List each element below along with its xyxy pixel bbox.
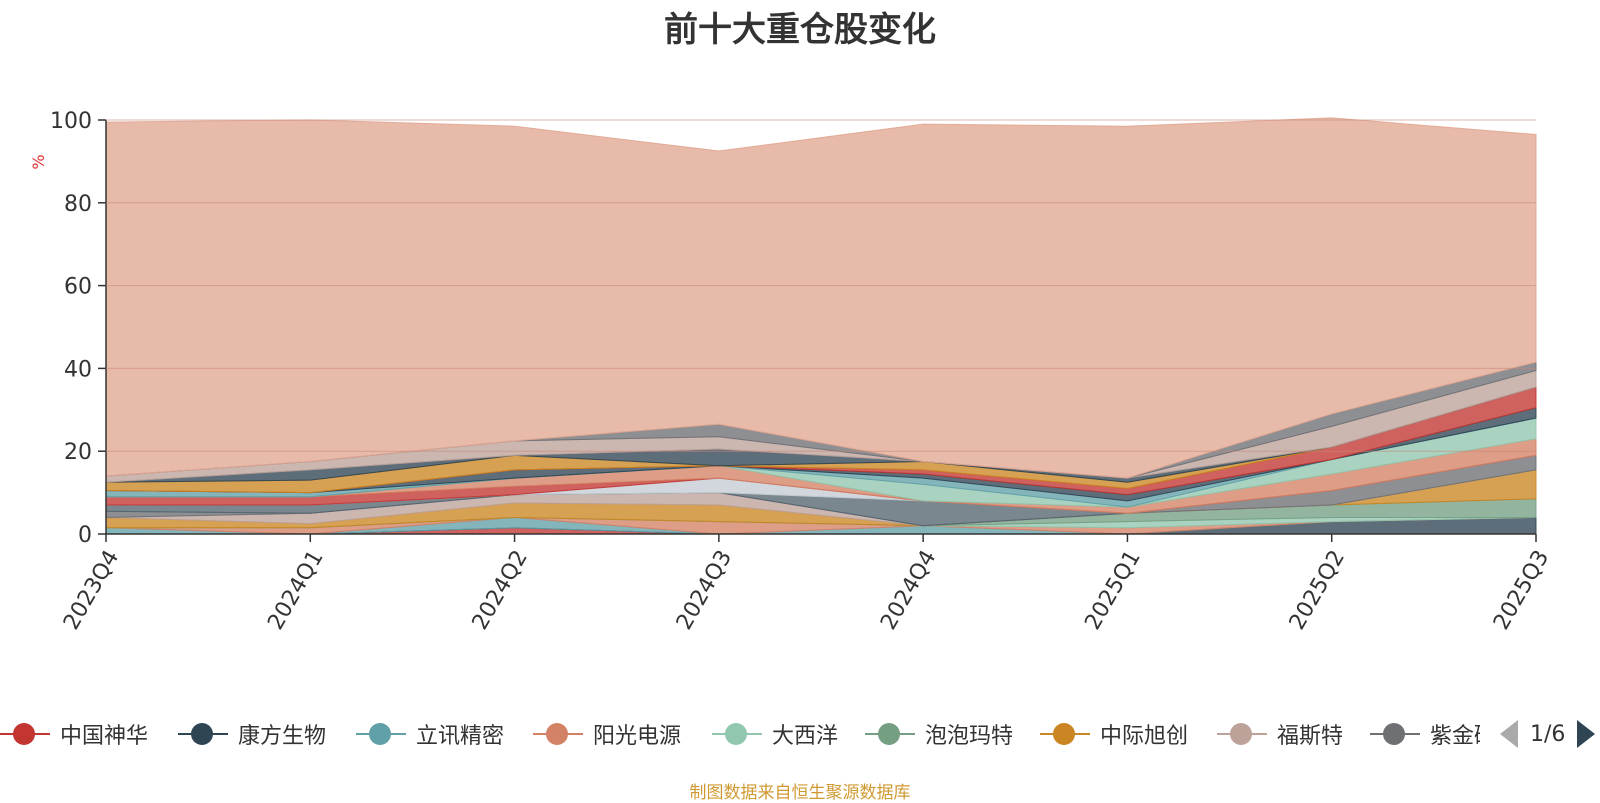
legend-marker-icon xyxy=(356,722,406,746)
legend-label: 立讯精密 xyxy=(416,724,505,749)
y-tick-label: 0 xyxy=(78,523,92,548)
legend-label: 康方生物 xyxy=(238,724,327,749)
legend-label: 阳光电源 xyxy=(593,724,682,749)
grid-lines xyxy=(106,119,1536,452)
legend-pager: 1/6 xyxy=(1500,716,1596,752)
x-tick-label: 2023Q4 xyxy=(59,546,124,634)
legend-label: 中际旭创 xyxy=(1100,724,1189,749)
area-series-22 xyxy=(105,117,1537,479)
legend-label: 中国神华 xyxy=(60,724,149,749)
x-tick-label: 2024Q2 xyxy=(468,546,533,634)
legend-marker-icon xyxy=(178,722,228,746)
area-series-group xyxy=(105,117,1537,535)
legend-marker-icon xyxy=(1217,722,1267,746)
legend-item[interactable]: 中国神华 xyxy=(0,716,148,752)
triangle-right-icon[interactable] xyxy=(1577,720,1596,748)
legend-item[interactable]: 紫金矿业 xyxy=(1370,716,1480,752)
legend-label: 大西洋 xyxy=(772,724,839,749)
legend-page-indicator: 1/6 xyxy=(1530,721,1566,747)
legend-item[interactable]: 立讯精密 xyxy=(356,716,504,752)
y-axis-label: % xyxy=(29,154,48,169)
legend-marker-icon xyxy=(1370,722,1420,746)
legend-item[interactable]: 康方生物 xyxy=(178,716,326,752)
y-tick-label: 80 xyxy=(64,192,92,217)
triangle-left-icon[interactable] xyxy=(1500,720,1518,748)
legend: 中国神华 康方生物 立讯精密 阳光电源 大西洋 泡泡玛特 中际旭创 福斯特 紫金矿业 xyxy=(0,716,1480,752)
legend-marker-icon xyxy=(1040,722,1090,746)
x-tick-label: 2024Q1 xyxy=(263,546,328,634)
legend-label: 福斯特 xyxy=(1277,724,1344,749)
source-note: 制图数据来自恒生聚源数据库 xyxy=(689,783,911,803)
legend-marker-icon xyxy=(0,722,50,746)
y-tick-label: 40 xyxy=(64,357,92,382)
x-tick-label: 2024Q4 xyxy=(876,546,941,634)
y-tick-label: 20 xyxy=(64,440,92,465)
legend-item[interactable]: 泡泡玛特 xyxy=(865,716,1013,752)
x-tick-label: 2025Q1 xyxy=(1080,546,1145,634)
chart-title: 前十大重仓股变化 xyxy=(664,10,936,50)
y-tick-label: 60 xyxy=(64,275,92,300)
legend-item[interactable]: 阳光电源 xyxy=(533,716,681,752)
y-tick-label: 100 xyxy=(50,109,92,134)
legend-item[interactable]: 福斯特 xyxy=(1217,716,1343,752)
x-tick-label: 2025Q2 xyxy=(1285,546,1350,634)
legend-label: 紫金矿业 xyxy=(1430,724,1480,749)
x-tick-label: 2024Q3 xyxy=(672,546,737,634)
legend-marker-icon xyxy=(712,722,762,746)
legend-item[interactable]: 大西洋 xyxy=(712,716,838,752)
legend-label: 泡泡玛特 xyxy=(925,724,1014,749)
legend-item[interactable]: 中际旭创 xyxy=(1040,716,1188,752)
legend-marker-icon xyxy=(533,722,583,746)
x-tick-label: 2025Q3 xyxy=(1489,546,1554,634)
legend-marker-icon xyxy=(865,722,915,746)
